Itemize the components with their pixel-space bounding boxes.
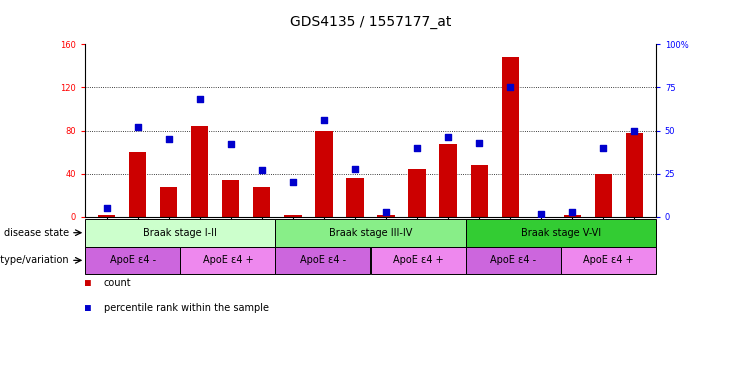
Bar	[285, 215, 302, 217]
Point	[535, 210, 547, 217]
Bar	[471, 165, 488, 217]
Bar	[561, 247, 656, 274]
Bar	[625, 133, 642, 217]
Point	[256, 167, 268, 174]
Bar	[377, 215, 394, 217]
Text: Braak stage V-VI: Braak stage V-VI	[521, 228, 601, 238]
Text: ApoE ε4 -: ApoE ε4 -	[300, 255, 346, 265]
Bar	[347, 178, 364, 217]
Text: ApoE ε4 -: ApoE ε4 -	[490, 255, 536, 265]
Text: ApoE ε4 +: ApoE ε4 +	[202, 255, 253, 265]
Point	[225, 141, 237, 147]
Text: percentile rank within the sample: percentile rank within the sample	[104, 303, 269, 313]
Bar	[85, 219, 276, 247]
Text: ApoE ε4 -: ApoE ε4 -	[110, 255, 156, 265]
Text: genotype/variation: genotype/variation	[0, 255, 70, 265]
Bar	[465, 219, 656, 247]
Point	[597, 145, 609, 151]
Bar	[502, 57, 519, 217]
Bar	[276, 247, 370, 274]
Bar	[465, 247, 561, 274]
Bar	[594, 174, 611, 217]
Bar	[316, 131, 333, 217]
Bar	[180, 247, 276, 274]
Text: ■: ■	[85, 278, 91, 288]
Point	[132, 124, 144, 130]
Bar	[276, 219, 465, 247]
Point	[163, 136, 175, 142]
Point	[473, 140, 485, 146]
Bar	[99, 215, 116, 217]
Bar	[439, 144, 456, 217]
Text: ■: ■	[85, 303, 91, 313]
Bar	[370, 247, 465, 274]
Point	[318, 117, 330, 123]
Bar	[253, 187, 270, 217]
Text: ApoE ε4 +: ApoE ε4 +	[393, 255, 443, 265]
Bar	[85, 247, 180, 274]
Point	[349, 166, 361, 172]
Point	[628, 127, 640, 134]
Point	[101, 205, 113, 212]
Text: Braak stage III-IV: Braak stage III-IV	[329, 228, 412, 238]
Point	[380, 209, 392, 215]
Point	[566, 209, 578, 215]
Bar	[564, 215, 581, 217]
Point	[411, 145, 423, 151]
Text: GDS4135 / 1557177_at: GDS4135 / 1557177_at	[290, 15, 451, 29]
Bar	[191, 126, 208, 217]
Text: count: count	[104, 278, 131, 288]
Text: disease state: disease state	[4, 228, 70, 238]
Point	[442, 134, 454, 141]
Point	[287, 179, 299, 185]
Bar	[130, 152, 147, 217]
Point	[194, 96, 206, 103]
Bar	[408, 169, 425, 217]
Point	[504, 84, 516, 91]
Bar	[160, 187, 177, 217]
Text: ApoE ε4 +: ApoE ε4 +	[583, 255, 634, 265]
Bar	[222, 180, 239, 217]
Text: Braak stage I-II: Braak stage I-II	[143, 228, 217, 238]
